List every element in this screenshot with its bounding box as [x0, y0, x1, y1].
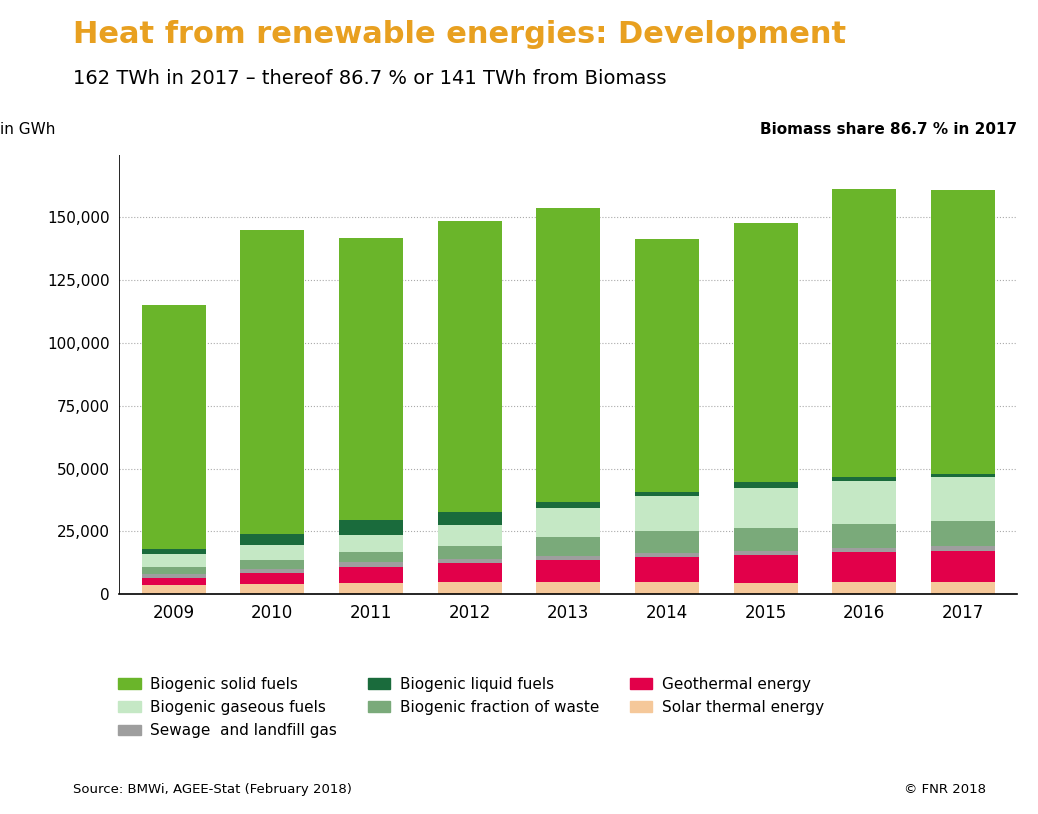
Bar [438, 562, 501, 582]
Text: © FNR 2018: © FNR 2018 [904, 783, 986, 796]
Bar [537, 208, 600, 502]
Bar [537, 502, 600, 508]
Bar [338, 552, 403, 562]
Bar [141, 574, 206, 578]
Bar [931, 474, 995, 478]
Bar [338, 562, 403, 567]
Bar [141, 549, 206, 554]
Bar [537, 537, 600, 556]
Bar [438, 558, 501, 562]
Bar [438, 525, 501, 546]
Bar [141, 578, 206, 585]
Text: Heat from renewable energies: Development: Heat from renewable energies: Developmen… [73, 20, 846, 50]
Bar [832, 548, 897, 552]
Bar [832, 582, 897, 594]
Text: Source: BMWi, AGEE-Stat (February 2018): Source: BMWi, AGEE-Stat (February 2018) [73, 783, 352, 796]
Bar [734, 482, 798, 488]
Bar [931, 582, 995, 594]
Bar [832, 524, 897, 548]
Bar [832, 481, 897, 524]
Bar [338, 567, 403, 583]
Bar [931, 190, 995, 474]
Bar [537, 560, 600, 582]
Bar [240, 584, 304, 594]
Bar [832, 478, 897, 481]
Bar [734, 583, 798, 594]
Bar [832, 552, 897, 582]
Bar [537, 556, 600, 560]
Bar [635, 553, 699, 557]
Bar [537, 508, 600, 537]
Text: Biomass share 86.7 % in 2017: Biomass share 86.7 % in 2017 [760, 122, 1017, 137]
Bar [931, 478, 995, 522]
Bar [635, 582, 699, 594]
Bar [438, 512, 501, 525]
Bar [338, 239, 403, 519]
Bar [240, 545, 304, 560]
Bar [240, 569, 304, 573]
Bar [338, 583, 403, 594]
Bar [338, 535, 403, 552]
Bar [931, 522, 995, 546]
Bar [734, 528, 798, 551]
Bar [240, 230, 304, 534]
Bar [635, 497, 699, 532]
Bar [734, 223, 798, 482]
Bar [931, 546, 995, 551]
Bar [832, 189, 897, 478]
Bar [438, 546, 501, 558]
Text: in GWh: in GWh [0, 122, 55, 137]
Bar [635, 239, 699, 492]
Bar [240, 560, 304, 569]
Bar [240, 573, 304, 584]
Bar [438, 221, 501, 512]
Bar [141, 567, 206, 574]
Bar [338, 519, 403, 535]
Bar [141, 585, 206, 594]
Bar [141, 554, 206, 567]
Bar [240, 534, 304, 545]
Bar [734, 555, 798, 583]
Bar [635, 492, 699, 497]
Bar [635, 532, 699, 553]
Bar [537, 582, 600, 594]
Bar [438, 582, 501, 594]
Bar [931, 551, 995, 582]
Bar [734, 551, 798, 555]
Bar [141, 305, 206, 549]
Bar [635, 557, 699, 582]
Legend: Biogenic solid fuels, Biogenic gaseous fuels, Sewage  and landfill gas, Biogenic: Biogenic solid fuels, Biogenic gaseous f… [118, 676, 824, 738]
Text: 162 TWh in 2017 – thereof 86.7 % or 141 TWh from Biomass: 162 TWh in 2017 – thereof 86.7 % or 141 … [73, 69, 666, 88]
Bar [734, 488, 798, 528]
